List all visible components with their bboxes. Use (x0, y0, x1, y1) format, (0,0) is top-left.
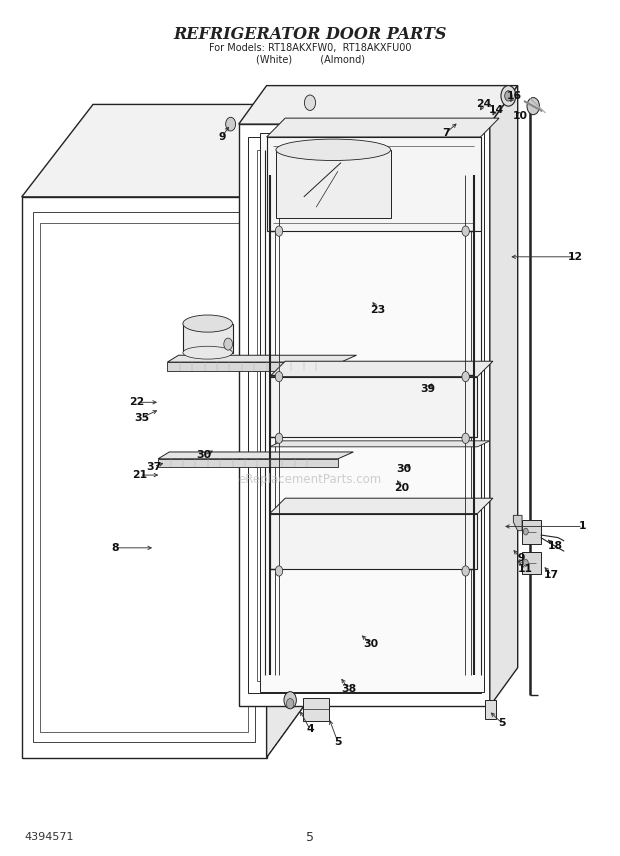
Polygon shape (276, 150, 391, 218)
Text: 37: 37 (146, 461, 161, 472)
Polygon shape (183, 324, 232, 353)
Circle shape (275, 566, 283, 576)
Circle shape (523, 560, 528, 567)
Polygon shape (522, 520, 541, 544)
Text: For Models: RT18AKXFW0,  RT18AKXFU00: For Models: RT18AKXFW0, RT18AKXFU00 (209, 43, 411, 53)
Circle shape (462, 566, 469, 576)
Text: 10: 10 (513, 110, 528, 121)
Text: 23: 23 (371, 305, 386, 315)
Polygon shape (485, 700, 496, 719)
Text: 5: 5 (306, 830, 314, 844)
Text: 4: 4 (306, 724, 314, 734)
Text: 9: 9 (218, 132, 226, 142)
Polygon shape (303, 698, 329, 721)
Circle shape (275, 372, 283, 382)
Polygon shape (33, 212, 255, 742)
Polygon shape (167, 362, 341, 371)
Text: 30: 30 (397, 464, 412, 474)
Polygon shape (260, 133, 484, 692)
Text: 24: 24 (476, 99, 491, 110)
Text: 20: 20 (394, 483, 409, 493)
Polygon shape (40, 223, 248, 732)
Text: eReplacementParts.com: eReplacementParts.com (238, 473, 382, 486)
Text: 16: 16 (507, 91, 522, 101)
Text: (White)         (Almond): (White) (Almond) (255, 54, 365, 64)
Text: 17: 17 (544, 570, 559, 580)
Text: 4394571: 4394571 (25, 832, 74, 842)
Polygon shape (270, 377, 477, 437)
Polygon shape (270, 361, 493, 377)
Polygon shape (167, 355, 356, 362)
Text: 9: 9 (517, 553, 525, 563)
Polygon shape (270, 514, 477, 569)
Text: 21: 21 (132, 470, 147, 480)
Polygon shape (257, 150, 471, 681)
Text: 39: 39 (420, 384, 435, 395)
Polygon shape (22, 197, 267, 758)
Circle shape (275, 433, 283, 443)
Text: 30: 30 (196, 450, 211, 461)
Circle shape (226, 117, 236, 131)
Circle shape (286, 698, 294, 709)
Text: 7: 7 (443, 128, 450, 138)
Text: 5: 5 (334, 737, 342, 747)
Circle shape (462, 433, 469, 443)
Circle shape (304, 95, 316, 110)
Polygon shape (267, 118, 499, 137)
Polygon shape (270, 498, 493, 514)
Text: 12: 12 (568, 252, 583, 262)
Circle shape (462, 372, 469, 382)
Text: 5: 5 (498, 718, 506, 728)
Polygon shape (158, 452, 353, 459)
Circle shape (224, 338, 232, 350)
Text: 11: 11 (518, 564, 533, 574)
Polygon shape (513, 515, 522, 531)
Polygon shape (267, 104, 335, 758)
Text: 38: 38 (341, 684, 356, 694)
Text: 35: 35 (134, 413, 149, 423)
Ellipse shape (276, 139, 391, 161)
Ellipse shape (183, 346, 232, 360)
Text: 30: 30 (363, 639, 378, 649)
Polygon shape (158, 459, 338, 467)
Text: 8: 8 (111, 543, 118, 553)
Polygon shape (22, 104, 335, 197)
Circle shape (505, 91, 512, 101)
Ellipse shape (183, 315, 232, 332)
Circle shape (527, 98, 539, 115)
Polygon shape (270, 441, 490, 447)
Text: 14: 14 (489, 104, 503, 115)
Polygon shape (490, 86, 518, 706)
Polygon shape (248, 137, 480, 693)
Circle shape (462, 226, 469, 236)
Text: 1: 1 (579, 521, 587, 532)
Circle shape (284, 692, 296, 709)
Polygon shape (267, 137, 480, 231)
Polygon shape (522, 552, 541, 574)
Text: 18: 18 (547, 541, 562, 551)
Polygon shape (239, 86, 518, 124)
Circle shape (523, 528, 528, 535)
Circle shape (501, 86, 516, 106)
Circle shape (275, 226, 283, 236)
Text: 22: 22 (129, 397, 144, 407)
Polygon shape (239, 124, 490, 706)
Text: REFRIGERATOR DOOR PARTS: REFRIGERATOR DOOR PARTS (174, 26, 446, 43)
